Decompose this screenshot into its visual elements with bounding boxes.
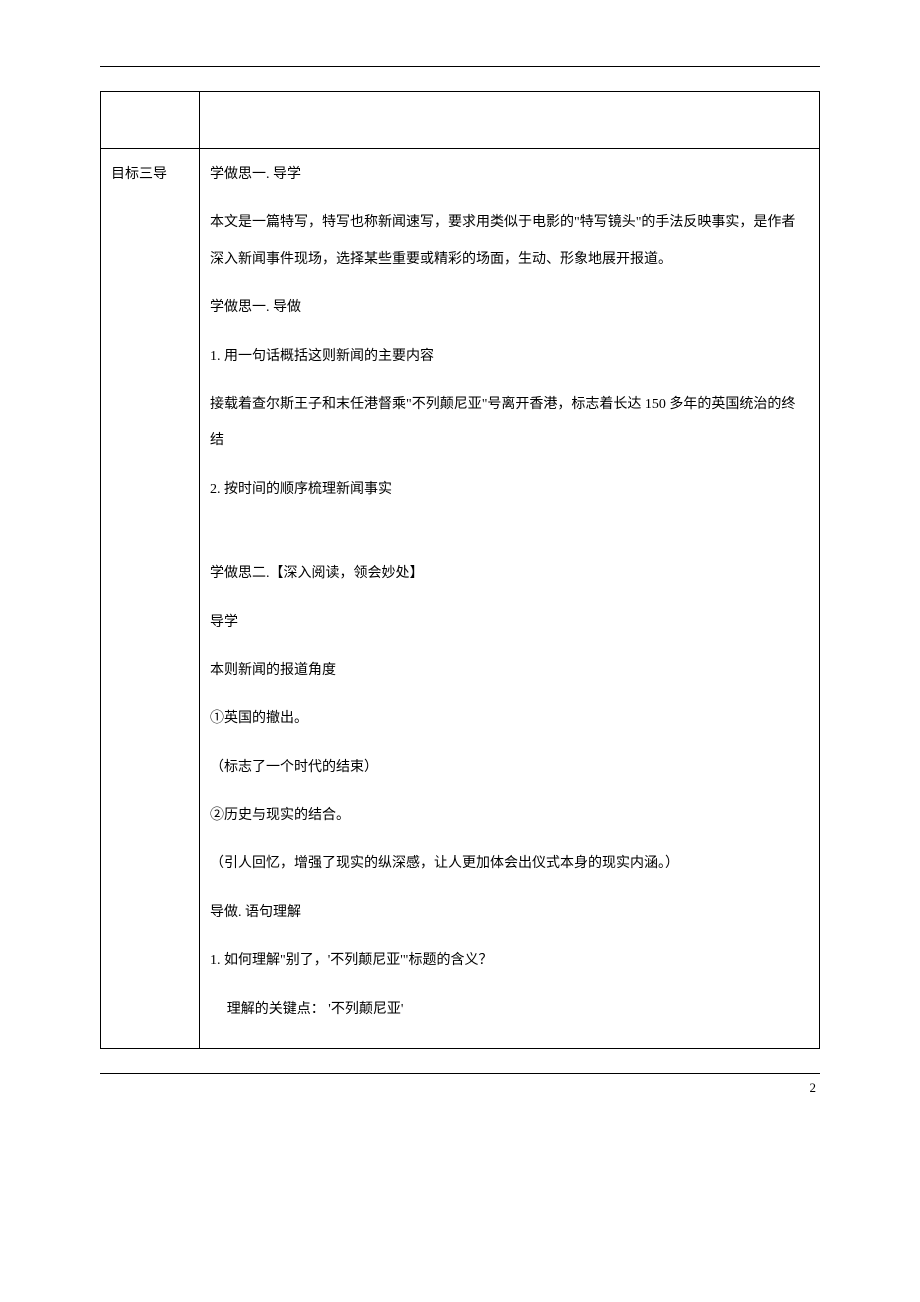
table-row xyxy=(101,92,820,149)
paragraph: 理解的关键点： '不列颠尼亚' xyxy=(210,992,809,1028)
blank-spacer xyxy=(210,520,809,556)
paragraph: 学做思一. 导学 xyxy=(210,157,809,193)
paragraph: 2. 按时间的顺序梳理新闻事实 xyxy=(210,472,809,508)
top-rule xyxy=(100,66,820,67)
page-number: 2 xyxy=(100,1080,820,1096)
paragraph: 1. 用一句话概括这则新闻的主要内容 xyxy=(210,339,809,375)
bottom-rule xyxy=(100,1073,820,1074)
page-container: 目标三导 学做思一. 导学 本文是一篇特写，特写也称新闻速写，要求用类似于电影的… xyxy=(0,0,920,1136)
paragraph: 学做思二.【深入阅读，领会妙处】 xyxy=(210,556,809,592)
paragraph: 本则新闻的报道角度 xyxy=(210,653,809,689)
paragraph: ①英国的撤出。 xyxy=(210,701,809,737)
section-label-cell: 目标三导 xyxy=(101,149,200,1049)
table-row: 目标三导 学做思一. 导学 本文是一篇特写，特写也称新闻速写，要求用类似于电影的… xyxy=(101,149,820,1049)
blank-right-cell xyxy=(200,92,820,149)
blank-left-cell xyxy=(101,92,200,149)
paragraph: （引人回忆，增强了现实的纵深感，让人更加体会出仪式本身的现实内涵。） xyxy=(210,846,809,882)
paragraph: （标志了一个时代的结束） xyxy=(210,750,809,786)
paragraph: ②历史与现实的结合。 xyxy=(210,798,809,834)
paragraph: 导做. 语句理解 xyxy=(210,895,809,931)
paragraph: 导学 xyxy=(210,605,809,641)
main-table: 目标三导 学做思一. 导学 本文是一篇特写，特写也称新闻速写，要求用类似于电影的… xyxy=(100,91,820,1049)
paragraph: 本文是一篇特写，特写也称新闻速写，要求用类似于电影的"特写镜头"的手法反映事实，… xyxy=(210,205,809,278)
paragraph: 学做思一. 导做 xyxy=(210,290,809,326)
paragraph: 1. 如何理解"别了，'不列颠尼亚'"标题的含义？ xyxy=(210,943,809,979)
paragraph: 接载着查尔斯王子和末任港督乘"不列颠尼亚"号离开香港，标志着长达 150 多年的… xyxy=(210,387,809,460)
section-label: 目标三导 xyxy=(111,167,167,182)
content-cell: 学做思一. 导学 本文是一篇特写，特写也称新闻速写，要求用类似于电影的"特写镜头… xyxy=(200,149,820,1049)
